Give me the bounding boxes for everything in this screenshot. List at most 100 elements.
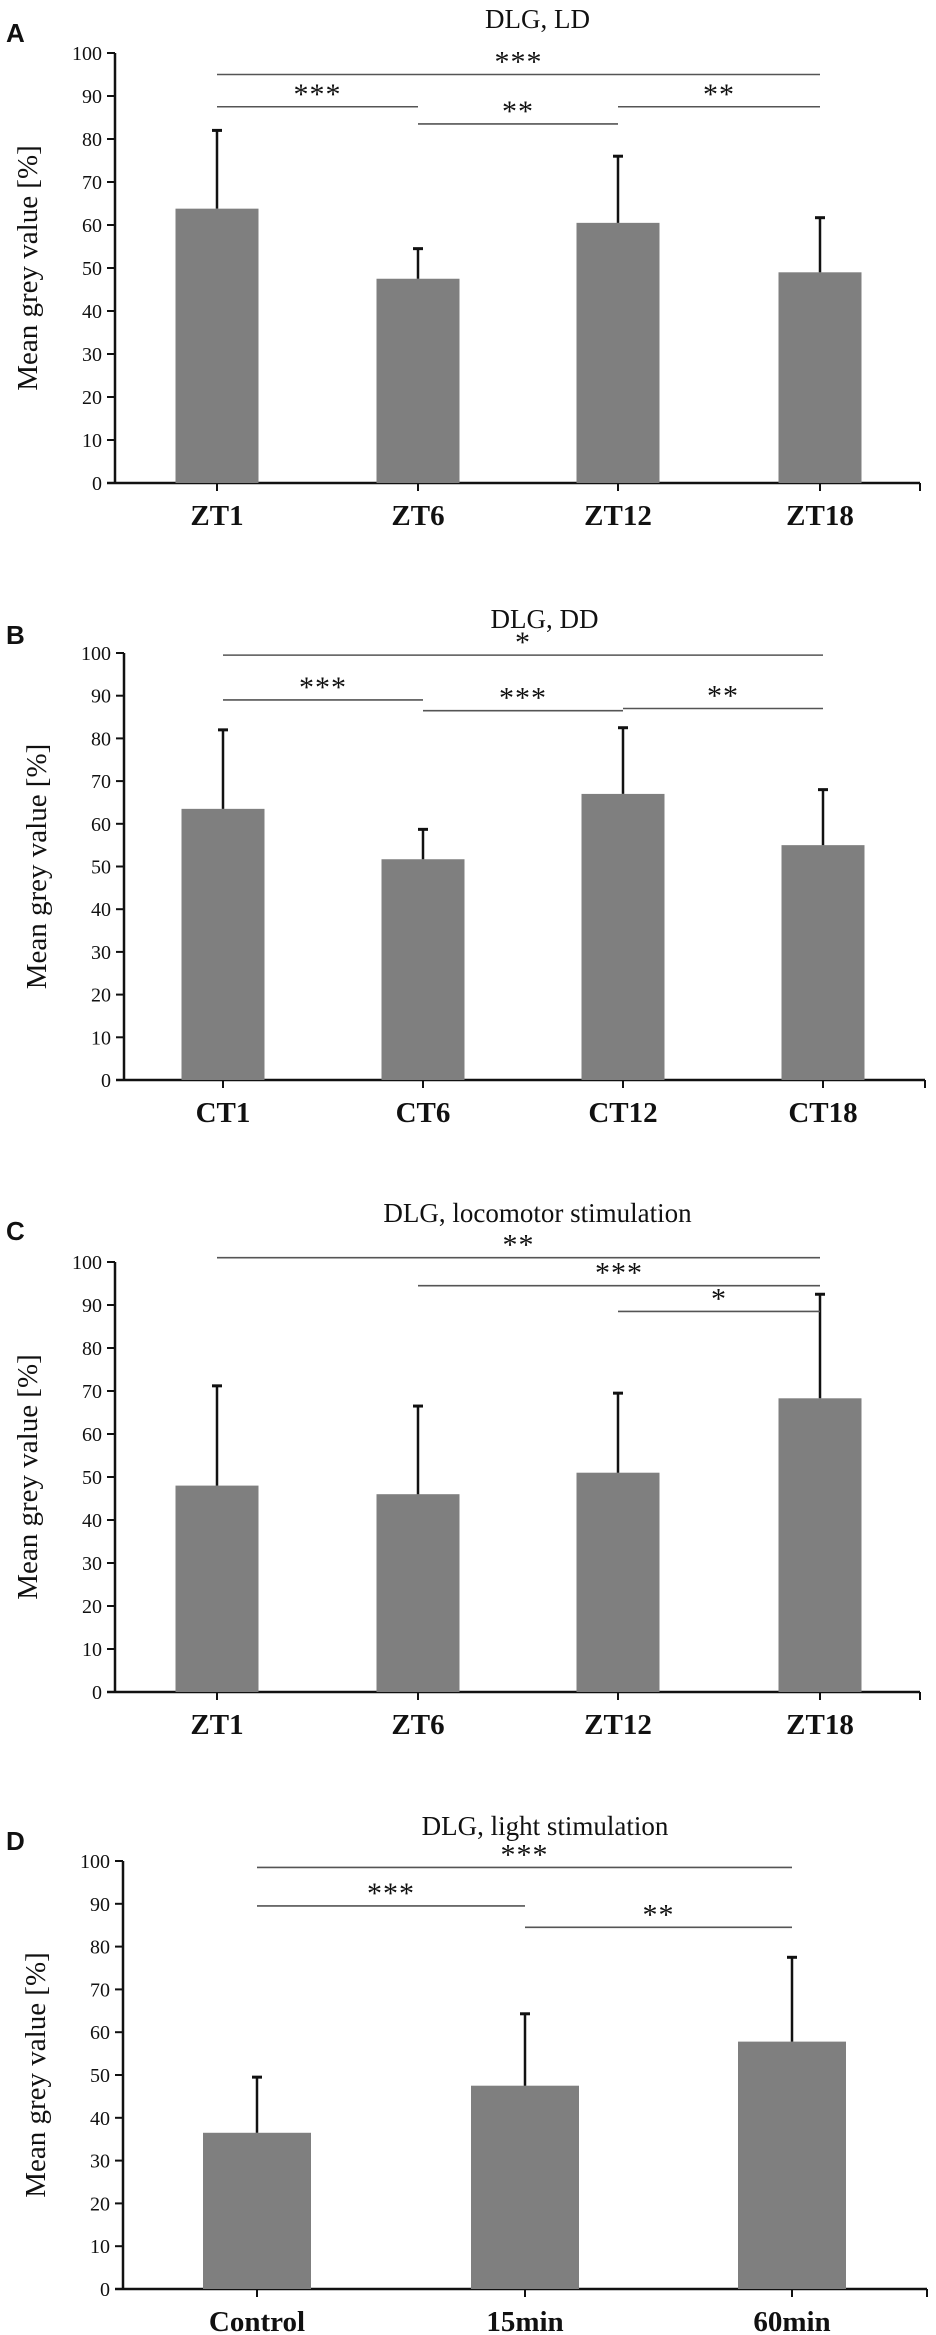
- bar-60min: [738, 2041, 846, 2289]
- y-tick-label: 30: [91, 942, 111, 964]
- y-tick-label: 40: [91, 899, 111, 921]
- y-tick-label: 10: [90, 2236, 110, 2258]
- y-tick-label: 20: [82, 387, 102, 409]
- x-tick-label: 15min: [486, 2306, 563, 2335]
- y-tick-label: 70: [82, 1381, 102, 1403]
- y-tick-label: 50: [91, 857, 111, 879]
- y-tick-label: 40: [82, 1510, 102, 1532]
- bar-CT1: [181, 808, 265, 1080]
- y-tick-label: 50: [82, 258, 102, 280]
- y-axis-label: Mean grey value [%]: [20, 1952, 52, 2198]
- y-tick-label: 60: [82, 215, 102, 237]
- y-tick-label: 80: [91, 728, 111, 750]
- y-tick-label: 70: [82, 172, 102, 194]
- x-tick-label: CT6: [396, 1097, 451, 1129]
- y-tick-label: 0: [100, 2279, 110, 2301]
- significance-label: *: [515, 626, 531, 659]
- panel-letter: C: [6, 1216, 25, 1246]
- significance-label: **: [703, 78, 735, 111]
- y-tick-label: 0: [92, 473, 102, 495]
- x-tick-label: CT1: [196, 1097, 251, 1129]
- panel-letter: D: [6, 1826, 25, 1856]
- y-tick-label: 20: [90, 2193, 110, 2215]
- significance-label: ***: [495, 46, 543, 79]
- y-tick-label: 0: [92, 1682, 102, 1704]
- bar-CT18: [781, 845, 865, 1080]
- bar-ZT1: [175, 208, 259, 483]
- y-tick-label: 100: [72, 43, 102, 65]
- chart-title: DLG, locomotor stimulation: [383, 1198, 692, 1228]
- chart-title: DLG, LD: [485, 4, 590, 34]
- bar-ZT18: [778, 1398, 862, 1692]
- y-tick-label: 60: [90, 2022, 110, 2044]
- panel-C: C DLG, locomotor stimulation Mean grey val…: [6, 1198, 921, 1741]
- panel-A: A DLG, LD Mean grey value [%] 0 10 20 30 40 50 60…: [6, 4, 921, 532]
- y-tick-label: 80: [90, 1937, 110, 1959]
- x-tick-label: ZT6: [391, 500, 444, 532]
- y-axis-label: Mean grey value [%]: [21, 744, 53, 990]
- x-tick-label: CT12: [588, 1097, 657, 1129]
- panel-D: D DLG, light stimulation Mean grey value […: [6, 1811, 928, 2335]
- bar-ZT6: [376, 278, 460, 483]
- x-tick-label: ZT1: [190, 500, 243, 532]
- y-tick-label: 40: [90, 2108, 110, 2130]
- x-tick-label: Control: [209, 2306, 305, 2335]
- significance-label: ***: [499, 682, 547, 715]
- significance-label: *: [711, 1282, 727, 1315]
- y-axis-label: Mean grey value [%]: [12, 145, 44, 391]
- y-tick-label: 90: [91, 686, 111, 708]
- significance-label: ***: [367, 1877, 415, 1910]
- y-tick-label: 60: [82, 1424, 102, 1446]
- y-tick-label: 100: [81, 643, 111, 665]
- bar-ZT12: [576, 1472, 660, 1692]
- y-tick-label: 80: [82, 1338, 102, 1360]
- y-tick-label: 10: [82, 430, 102, 452]
- y-tick-label: 90: [90, 1894, 110, 1916]
- bar-ZT1: [175, 1485, 259, 1692]
- x-tick-label: ZT18: [786, 1709, 854, 1741]
- y-tick-label: 10: [82, 1639, 102, 1661]
- significance-label: ***: [299, 671, 347, 704]
- x-tick-label: ZT12: [584, 500, 652, 532]
- x-tick-label: ZT1: [190, 1709, 243, 1741]
- y-tick-label: 20: [82, 1596, 102, 1618]
- y-tick-label: 30: [90, 2151, 110, 2173]
- bar-ZT12: [576, 222, 660, 483]
- significance-label: ***: [595, 1257, 643, 1290]
- bar-15min: [471, 2085, 579, 2289]
- bar-ZT18: [778, 272, 862, 483]
- y-tick-label: 30: [82, 1553, 102, 1575]
- y-tick-label: 60: [91, 814, 111, 836]
- y-tick-label: 80: [82, 129, 102, 151]
- panel-letter: A: [6, 18, 25, 48]
- x-tick-label: CT18: [788, 1097, 857, 1129]
- significance-label: **: [707, 680, 739, 713]
- y-tick-label: 30: [82, 344, 102, 366]
- y-tick-label: 10: [91, 1027, 111, 1049]
- y-tick-label: 100: [80, 1851, 110, 1873]
- significance-label: **: [643, 1898, 675, 1931]
- bar-CT12: [581, 793, 665, 1080]
- panel-B: B DLG, DD Mean grey value [%] 0 10 20 30 40 50 60…: [6, 604, 926, 1129]
- y-tick-label: 0: [101, 1070, 111, 1092]
- x-tick-label: ZT6: [391, 1709, 444, 1741]
- chart-title: DLG, light stimulation: [422, 1811, 669, 1841]
- y-tick-label: 90: [82, 86, 102, 108]
- x-tick-label: ZT12: [584, 1709, 652, 1741]
- x-tick-label: 60min: [753, 2306, 830, 2335]
- significance-label: **: [503, 1229, 535, 1262]
- x-tick-label: ZT18: [786, 500, 854, 532]
- bar-CT6: [381, 859, 465, 1080]
- bar-ZT6: [376, 1494, 460, 1692]
- chart-title: DLG, DD: [491, 604, 599, 634]
- y-tick-label: 50: [90, 2065, 110, 2087]
- y-tick-label: 50: [82, 1467, 102, 1489]
- y-tick-label: 100: [72, 1252, 102, 1274]
- significance-label: **: [502, 95, 534, 128]
- y-axis-label: Mean grey value [%]: [12, 1354, 44, 1600]
- significance-label: ***: [294, 78, 342, 111]
- y-tick-label: 70: [90, 1979, 110, 2001]
- y-tick-label: 70: [91, 771, 111, 793]
- bar-Control: [203, 2132, 311, 2289]
